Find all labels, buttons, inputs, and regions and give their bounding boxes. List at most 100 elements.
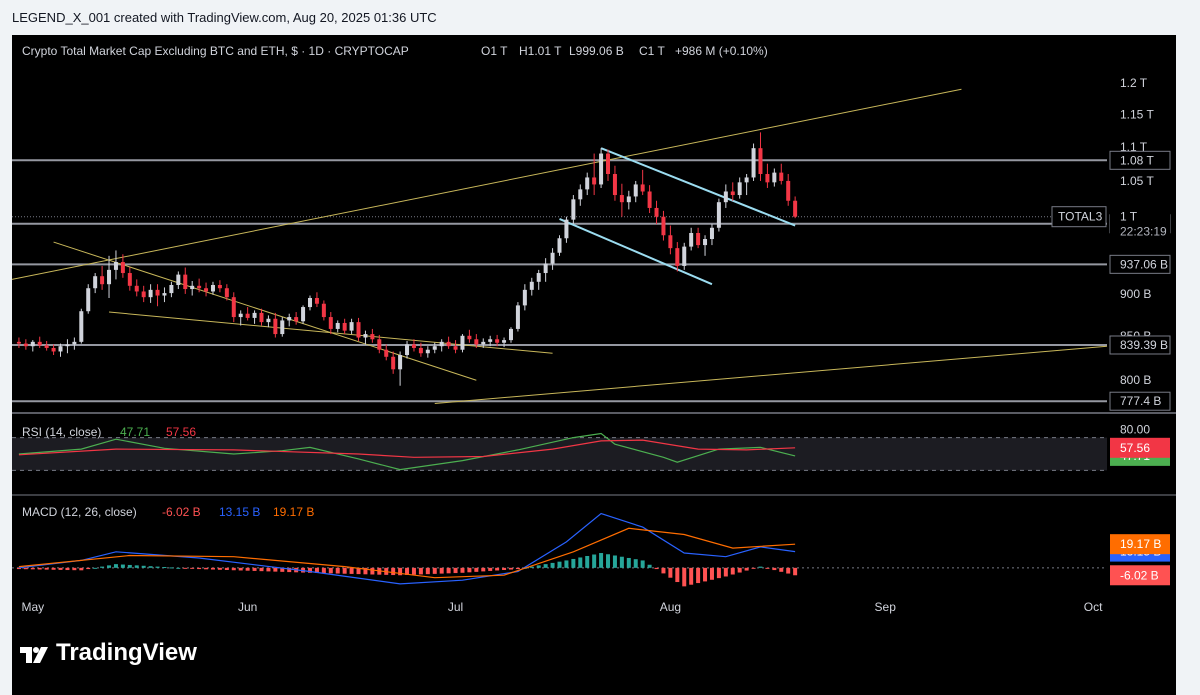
macd-histogram-bar[interactable] bbox=[543, 564, 548, 568]
macd-histogram-bar[interactable] bbox=[606, 554, 611, 568]
candle[interactable] bbox=[23, 343, 28, 347]
candle[interactable] bbox=[190, 285, 195, 290]
candle[interactable] bbox=[779, 172, 784, 181]
candle[interactable] bbox=[592, 177, 597, 185]
candle[interactable] bbox=[113, 262, 118, 270]
macd-histogram-bar[interactable] bbox=[308, 567, 313, 573]
candle[interactable] bbox=[349, 322, 354, 331]
candle[interactable] bbox=[439, 341, 444, 347]
macd-histogram-bar[interactable] bbox=[252, 567, 257, 571]
macd-histogram-bar[interactable] bbox=[398, 567, 403, 576]
candle[interactable] bbox=[224, 288, 229, 298]
macd-histogram-bar[interactable] bbox=[113, 564, 118, 568]
macd-histogram-bar[interactable] bbox=[391, 567, 396, 576]
macd-histogram-bar[interactable] bbox=[93, 567, 98, 569]
candle[interactable] bbox=[585, 177, 590, 190]
macd-histogram-bar[interactable] bbox=[120, 564, 125, 568]
macd-histogram-bar[interactable] bbox=[439, 567, 444, 574]
candle[interactable] bbox=[314, 297, 319, 304]
macd-histogram-bar[interactable] bbox=[370, 567, 375, 575]
macd-histogram-bar[interactable] bbox=[689, 567, 694, 585]
candle[interactable] bbox=[612, 173, 617, 196]
macd-histogram-bar[interactable] bbox=[495, 567, 500, 571]
candle[interactable] bbox=[522, 289, 527, 306]
macd-histogram-bar[interactable] bbox=[314, 567, 319, 573]
macd-histogram-bar[interactable] bbox=[612, 555, 617, 568]
candle[interactable] bbox=[405, 344, 410, 356]
candle[interactable] bbox=[384, 349, 389, 357]
candle[interactable] bbox=[647, 191, 652, 208]
candle[interactable] bbox=[703, 239, 708, 246]
candle[interactable] bbox=[197, 285, 202, 289]
macd-histogram-bar[interactable] bbox=[425, 567, 430, 575]
macd-histogram-bar[interactable] bbox=[786, 567, 791, 574]
macd-histogram-bar[interactable] bbox=[661, 567, 666, 574]
candle[interactable] bbox=[391, 356, 396, 370]
macd-series-line[interactable] bbox=[18, 512, 796, 585]
macd-histogram-bar[interactable] bbox=[356, 567, 361, 575]
candle[interactable] bbox=[765, 173, 770, 183]
candle[interactable] bbox=[301, 307, 306, 322]
trendline[interactable] bbox=[559, 217, 713, 286]
candle[interactable] bbox=[356, 322, 361, 338]
candle[interactable] bbox=[737, 182, 742, 196]
macd-histogram-bar[interactable] bbox=[210, 567, 215, 570]
candle[interactable] bbox=[619, 195, 624, 203]
candle[interactable] bbox=[335, 322, 340, 329]
candle[interactable] bbox=[772, 172, 777, 183]
macd-histogram-bar[interactable] bbox=[626, 557, 631, 568]
candle[interactable] bbox=[675, 248, 680, 266]
macd-histogram-bar[interactable] bbox=[772, 567, 777, 571]
candle[interactable] bbox=[661, 216, 666, 236]
macd-histogram-bar[interactable] bbox=[155, 566, 160, 568]
macd-histogram-bar[interactable] bbox=[536, 565, 541, 568]
macd-histogram-bar[interactable] bbox=[793, 567, 798, 576]
candle[interactable] bbox=[176, 274, 181, 286]
candle[interactable] bbox=[58, 346, 63, 352]
candle[interactable] bbox=[141, 291, 146, 298]
candle[interactable] bbox=[654, 207, 659, 217]
macd-histogram-bar[interactable] bbox=[508, 567, 513, 570]
macd-histogram-bar[interactable] bbox=[51, 567, 56, 570]
macd-histogram-bar[interactable] bbox=[342, 567, 347, 574]
macd-histogram-bar[interactable] bbox=[224, 567, 229, 570]
macd-histogram-bar[interactable] bbox=[446, 567, 451, 574]
candle[interactable] bbox=[231, 297, 236, 318]
price-pane[interactable] bbox=[12, 88, 1107, 404]
macd-histogram-bar[interactable] bbox=[675, 567, 680, 583]
macd-histogram-bar[interactable] bbox=[245, 567, 250, 571]
candle[interactable] bbox=[571, 199, 576, 220]
candle[interactable] bbox=[495, 339, 500, 343]
macd-histogram-bar[interactable] bbox=[44, 567, 49, 570]
candle[interactable] bbox=[633, 184, 638, 197]
candle[interactable] bbox=[79, 311, 84, 342]
macd-histogram-bar[interactable] bbox=[266, 567, 271, 572]
macd-histogram-bar[interactable] bbox=[703, 567, 708, 582]
candle[interactable] bbox=[238, 313, 243, 318]
macd-histogram-bar[interactable] bbox=[709, 567, 714, 580]
macd-histogram-bar[interactable] bbox=[557, 561, 562, 568]
candle[interactable] bbox=[508, 328, 513, 341]
macd-histogram-bar[interactable] bbox=[141, 565, 146, 568]
macd-histogram-bar[interactable] bbox=[58, 567, 63, 570]
candle[interactable] bbox=[446, 341, 451, 347]
candle[interactable] bbox=[162, 293, 167, 296]
candle[interactable] bbox=[266, 318, 271, 323]
macd-histogram-bar[interactable] bbox=[488, 567, 493, 571]
macd-histogram-bar[interactable] bbox=[86, 567, 91, 570]
macd-histogram-bar[interactable] bbox=[405, 567, 410, 575]
candle[interactable] bbox=[210, 285, 215, 292]
macd-histogram-bar[interactable] bbox=[550, 562, 555, 568]
macd-histogram-bar[interactable] bbox=[502, 567, 507, 570]
macd-histogram-bar[interactable] bbox=[259, 567, 264, 572]
candle[interactable] bbox=[100, 276, 105, 285]
candle[interactable] bbox=[550, 252, 555, 264]
trendline[interactable] bbox=[600, 147, 796, 227]
candle[interactable] bbox=[30, 341, 35, 347]
macd-histogram-bar[interactable] bbox=[148, 566, 153, 568]
macd-histogram-bar[interactable] bbox=[183, 567, 188, 569]
chart-svg[interactable]: Crypto Total Market Cap Excluding BTC an… bbox=[12, 35, 1176, 623]
macd-histogram-bar[interactable] bbox=[758, 566, 763, 568]
candle[interactable] bbox=[398, 355, 403, 370]
candle[interactable] bbox=[460, 335, 465, 350]
